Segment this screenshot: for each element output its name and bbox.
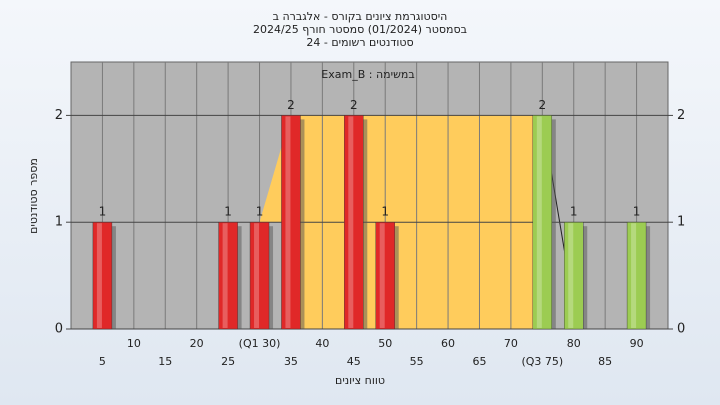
- bar-highlight: [96, 223, 102, 328]
- data-label: 1: [256, 205, 264, 219]
- bar: [375, 221, 395, 330]
- data-label: 1: [570, 205, 578, 219]
- x-tick-label: 65: [472, 355, 486, 368]
- data-label: 2: [538, 98, 546, 112]
- data-label: 1: [381, 205, 389, 219]
- bar: [564, 221, 584, 330]
- y-axis-label: מספר סטודנטים: [27, 158, 40, 234]
- data-label: 1: [99, 205, 107, 219]
- bar: [218, 221, 238, 330]
- bar-highlight: [285, 116, 291, 329]
- x-tick-label: 15: [158, 355, 172, 368]
- x-tick-label: 55: [410, 355, 424, 368]
- data-label: 2: [350, 98, 358, 112]
- bar-highlight: [568, 223, 574, 328]
- chart-subtitle: בסמסטר (01/2024) סמסטר חורף 2024/25: [253, 23, 467, 36]
- x-tick-label: 10: [127, 337, 141, 350]
- y-tick-label: 2: [55, 108, 63, 123]
- x-tick-label: 80: [567, 337, 581, 350]
- x-tick-label: 5: [99, 355, 106, 368]
- x-tick-label: (Q1 30): [239, 337, 281, 350]
- bar: [249, 221, 270, 330]
- bar-highlight: [536, 116, 542, 329]
- bar: [626, 221, 647, 330]
- data-label: 1: [633, 205, 641, 219]
- chart-subtitle: סטודנטים רשומים - 24: [306, 36, 413, 49]
- x-tick-label: 60: [441, 337, 455, 350]
- x-tick-label: 85: [598, 355, 612, 368]
- x-tick-label: 40: [315, 337, 329, 350]
- x-tick-label: 35: [284, 355, 298, 368]
- bar-highlight: [631, 223, 637, 328]
- y-tick-label: 2: [677, 108, 685, 123]
- bar-highlight: [348, 116, 354, 329]
- bar: [532, 115, 553, 330]
- annotation: במשימה : Exam_B: [321, 68, 414, 81]
- x-tick-label: 70: [504, 337, 518, 350]
- data-label: 1: [224, 205, 232, 219]
- x-tick-label: 45: [347, 355, 361, 368]
- bar: [92, 221, 113, 330]
- x-tick-label: (Q3 75): [521, 355, 563, 368]
- x-tick-label: 20: [190, 337, 204, 350]
- bar: [344, 115, 364, 330]
- y-tick-label: 1: [55, 215, 63, 230]
- x-tick-label: 50: [378, 337, 392, 350]
- y-tick-label: 1: [677, 215, 685, 230]
- x-tick-label: 90: [630, 337, 644, 350]
- data-label: 2: [287, 98, 295, 112]
- y-tick-label: 0: [677, 322, 685, 337]
- bar-highlight: [222, 223, 228, 328]
- chart-title: היסטוגרמת ציונים בקורס - אלגברה ב: [273, 10, 448, 23]
- bar-highlight: [379, 223, 385, 328]
- bar-highlight: [254, 223, 260, 328]
- y-tick-label: 0: [55, 322, 63, 337]
- bar: [281, 115, 301, 330]
- x-tick-label: 25: [221, 355, 235, 368]
- x-axis-label: טווח ציונים: [335, 374, 385, 387]
